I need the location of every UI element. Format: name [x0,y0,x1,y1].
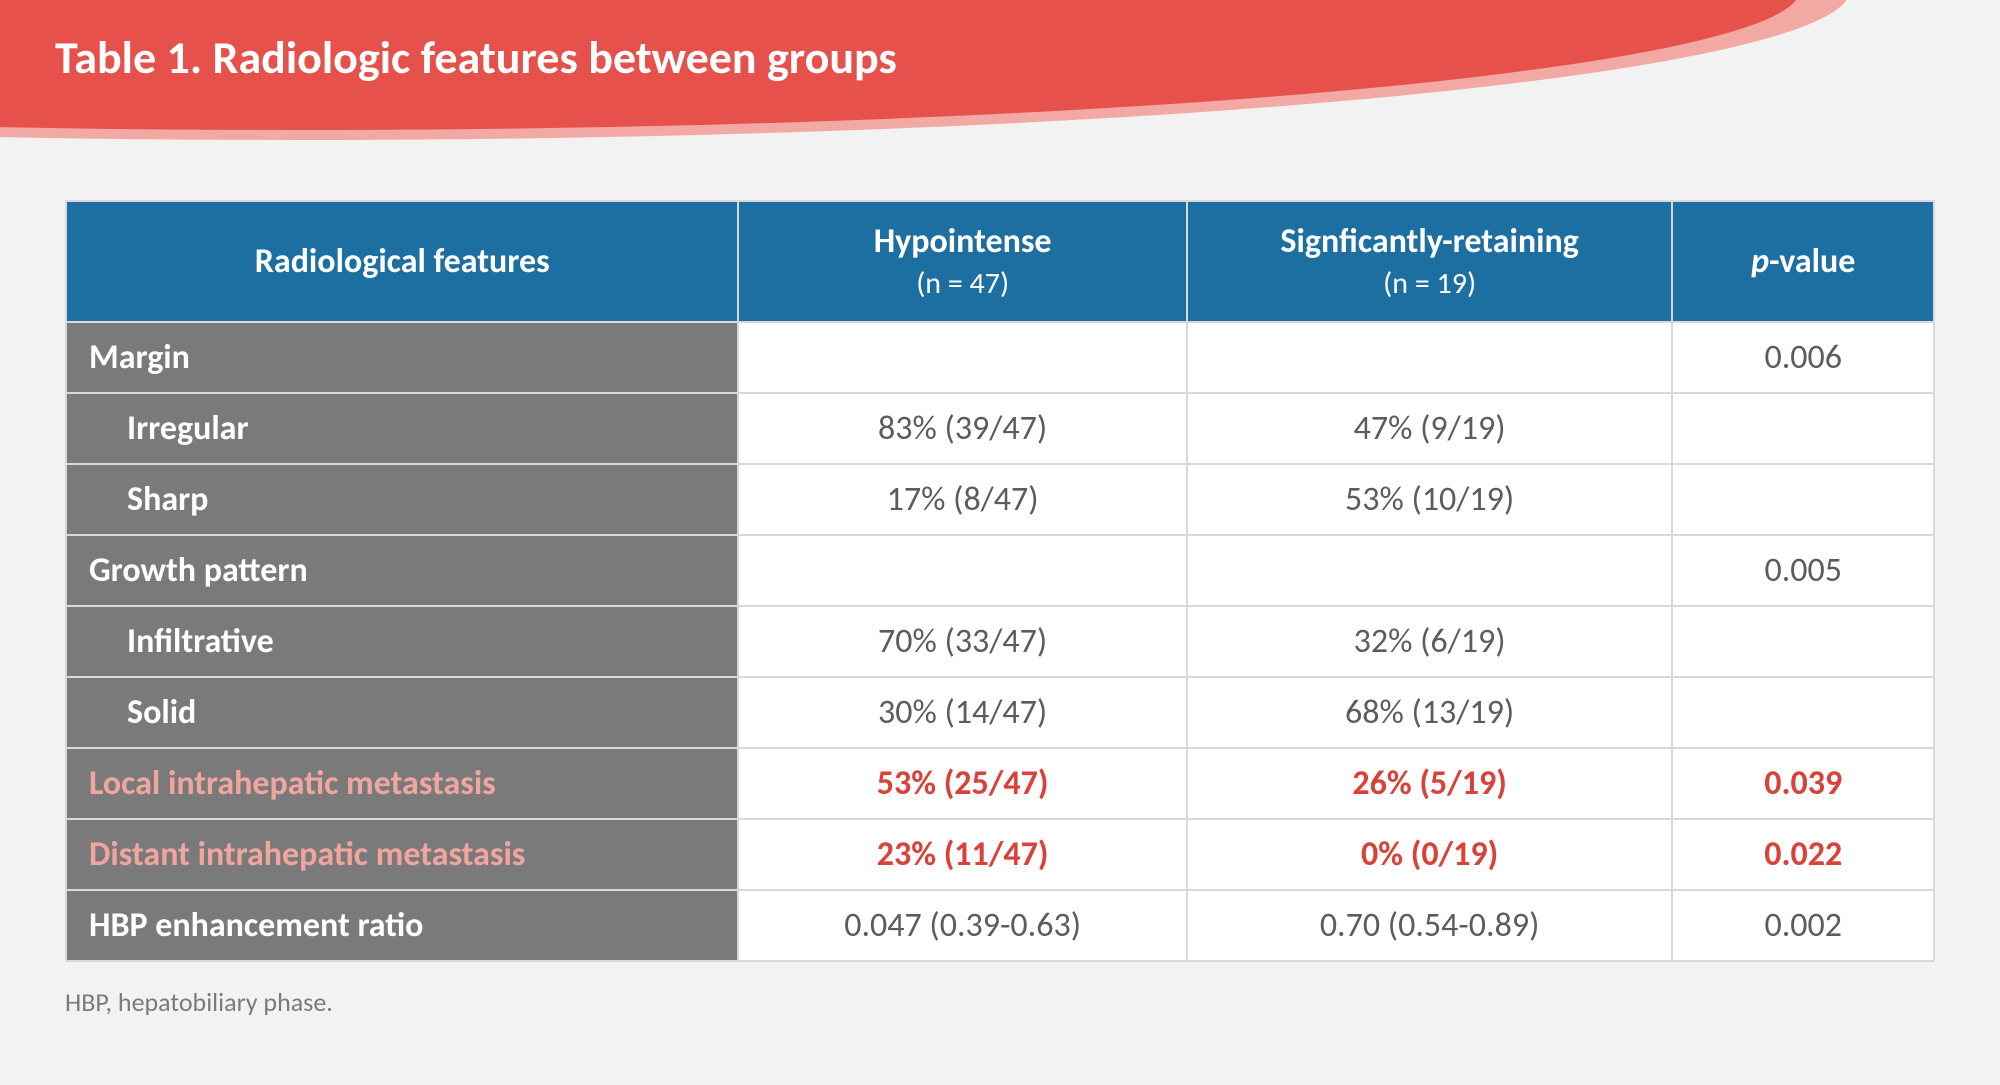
row-label: Sharp [66,464,738,535]
col-header-group2: Signficantly-retaining (n = 19) [1187,201,1673,322]
cell-value [1187,322,1673,393]
cell-pvalue [1672,606,1934,677]
row-label: HBP enhancement ratio [66,890,738,961]
table-row: Distant intrahepatic metastasis23% (11/4… [66,819,1934,890]
cell-value: 68% (13/19) [1187,677,1673,748]
row-label: Solid [66,677,738,748]
cell-pvalue: 0.006 [1672,322,1934,393]
table-row: Margin 0.006 [66,322,1934,393]
row-label: Infiltrative [66,606,738,677]
cell-value: 0.70 (0.54-0.89) [1187,890,1673,961]
row-label: Irregular [66,393,738,464]
cell-value [1187,535,1673,606]
cell-pvalue [1672,677,1934,748]
col-header-group2-n: (n = 19) [1202,264,1658,303]
cell-value [738,535,1186,606]
cell-pvalue [1672,393,1934,464]
row-label: Distant intrahepatic metastasis [66,819,738,890]
cell-value: 47% (9/19) [1187,393,1673,464]
table-title: Table 1. Radiologic features between gro… [55,30,897,86]
features-table: Radiological features Hypointense (n = 4… [65,200,1935,962]
cell-value: 53% (25/47) [738,748,1186,819]
table-row: HBP enhancement ratio0.047 (0.39-0.63)0.… [66,890,1934,961]
col-header-group2-label: Signficantly-retaining [1280,221,1578,262]
table-row: Local intrahepatic metastasis53% (25/47)… [66,748,1934,819]
cell-value: 70% (33/47) [738,606,1186,677]
row-label: Margin [66,322,738,393]
title-banner: Table 1. Radiologic features between gro… [0,0,2000,140]
col-header-group1-n: (n = 47) [753,264,1171,303]
cell-pvalue: 0.005 [1672,535,1934,606]
col-header-features-text: Radiological features [255,241,550,282]
cell-value: 0% (0/19) [1187,819,1673,890]
row-label: Growth pattern [66,535,738,606]
footnote: HBP, hepatobiliary phase. [0,962,2000,1018]
cell-value: 83% (39/47) [738,393,1186,464]
cell-value: 0.047 (0.39-0.63) [738,890,1186,961]
table-row: Infiltrative70% (33/47)32% (6/19) [66,606,1934,677]
row-label: Local intrahepatic metastasis [66,748,738,819]
cell-value: 26% (5/19) [1187,748,1673,819]
cell-pvalue: 0.039 [1672,748,1934,819]
table-container: Radiological features Hypointense (n = 4… [0,140,2000,962]
pvalue-suffix: -value [1769,241,1855,282]
col-header-pvalue: p-value [1672,201,1934,322]
cell-pvalue [1672,464,1934,535]
cell-value: 32% (6/19) [1187,606,1673,677]
table-row: Solid30% (14/47)68% (13/19) [66,677,1934,748]
col-header-features: Radiological features [66,201,738,322]
cell-pvalue: 0.002 [1672,890,1934,961]
table-body: Margin0.006Irregular83% (39/47)47% (9/19… [66,322,1934,961]
cell-value: 17% (8/47) [738,464,1186,535]
col-header-group1-label: Hypointense [874,221,1052,262]
cell-value [738,322,1186,393]
cell-pvalue: 0.022 [1672,819,1934,890]
col-header-group1: Hypointense (n = 47) [738,201,1186,322]
table-header-row: Radiological features Hypointense (n = 4… [66,201,1934,322]
table-row: Sharp17% (8/47)53% (10/19) [66,464,1934,535]
cell-value: 30% (14/47) [738,677,1186,748]
table-row: Irregular83% (39/47)47% (9/19) [66,393,1934,464]
cell-value: 23% (11/47) [738,819,1186,890]
cell-value: 53% (10/19) [1187,464,1673,535]
table-row: Growth pattern 0.005 [66,535,1934,606]
pvalue-p: p [1751,241,1769,282]
